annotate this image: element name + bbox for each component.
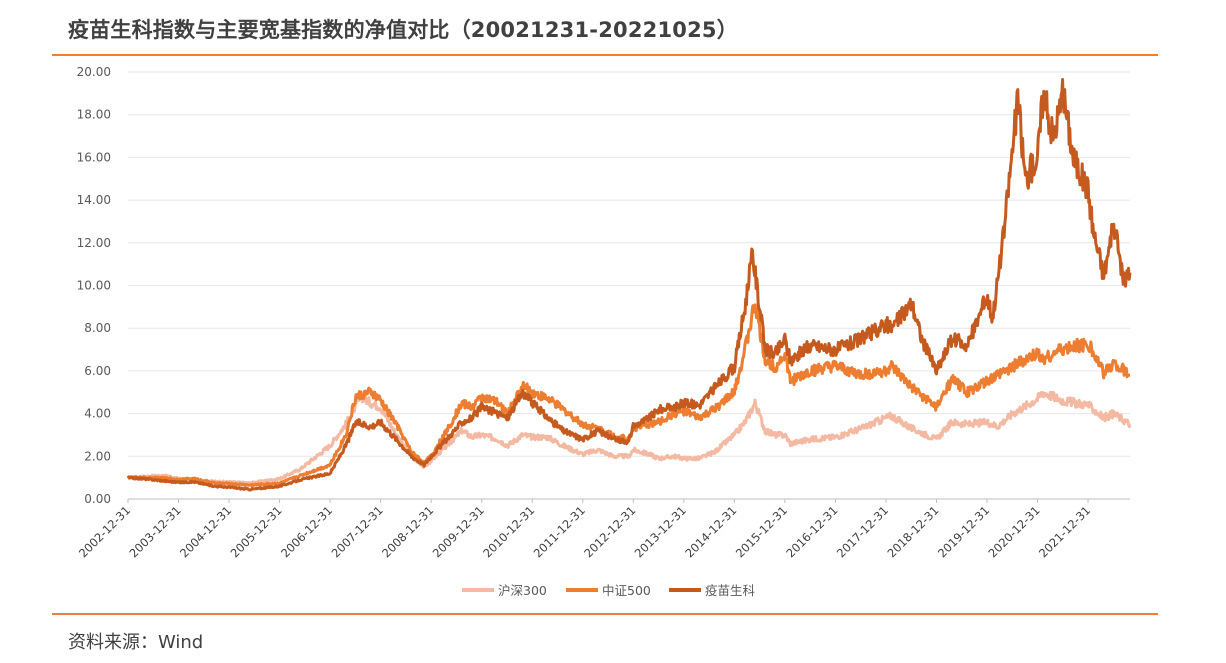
line-chart: 0.00 2.00 4.00 6.00 8.00 10.00 12.00 14.00 16.00… bbox=[76, 65, 1132, 598]
legend-label: 疫苗生科 bbox=[705, 583, 756, 598]
y-tick-label: 18.00 bbox=[77, 108, 111, 122]
x-tick-label: 2021-12-31 bbox=[1036, 503, 1093, 560]
x-tick-label: 2003-12-31 bbox=[126, 503, 183, 560]
x-tick-label: 2019-12-31 bbox=[935, 503, 992, 560]
x-tick-label: 2020-12-31 bbox=[985, 503, 1042, 560]
series-lines bbox=[126, 78, 1132, 492]
y-tick-label: 4.00 bbox=[84, 407, 111, 421]
gridlines bbox=[128, 71, 1130, 457]
y-tick-label: 12.00 bbox=[77, 236, 111, 250]
x-tick-label: 2002-12-31 bbox=[76, 503, 133, 560]
x-tick-label: 2009-12-31 bbox=[430, 503, 487, 560]
x-axis-ticks: 2002-12-312003-12-312004-12-312005-12-31… bbox=[76, 499, 1093, 560]
x-tick-label: 2014-12-31 bbox=[682, 503, 739, 560]
x-tick-label: 2012-12-31 bbox=[581, 503, 638, 560]
x-tick-label: 2010-12-31 bbox=[480, 503, 537, 560]
x-tick-label: 2016-12-31 bbox=[783, 503, 840, 560]
y-tick-label: 8.00 bbox=[84, 321, 111, 335]
series-line-3 bbox=[126, 78, 1132, 492]
x-tick-label: 2005-12-31 bbox=[228, 503, 285, 560]
y-tick-label: 20.00 bbox=[77, 65, 111, 79]
legend-label: 中证500 bbox=[602, 583, 651, 598]
x-tick-label: 2015-12-31 bbox=[733, 503, 790, 560]
source-note: 资料来源：Wind bbox=[68, 632, 204, 653]
x-tick-label: 2011-12-31 bbox=[531, 503, 588, 560]
x-tick-label: 2004-12-31 bbox=[177, 503, 234, 560]
chart-title: 疫苗生科指数与主要宽基指数的净值对比（20021231-20221025） bbox=[68, 18, 738, 42]
y-tick-label: 0.00 bbox=[84, 492, 111, 506]
top-divider bbox=[52, 54, 1158, 56]
x-tick-label: 2006-12-31 bbox=[278, 503, 335, 560]
y-axis-ticks: 0.00 2.00 4.00 6.00 8.00 10.00 12.00 14.00 16.00… bbox=[77, 65, 111, 506]
x-tick-label: 2018-12-31 bbox=[884, 503, 941, 560]
y-tick-label: 2.00 bbox=[84, 449, 111, 463]
x-tick-label: 2013-12-31 bbox=[632, 503, 689, 560]
legend: 沪深300 中证500 疫苗生科 bbox=[462, 583, 756, 598]
x-tick-label: 2007-12-31 bbox=[329, 503, 386, 560]
y-tick-label: 6.00 bbox=[84, 364, 111, 378]
x-tick-label: 2008-12-31 bbox=[379, 503, 436, 560]
y-tick-label: 10.00 bbox=[77, 279, 111, 293]
legend-label: 沪深300 bbox=[498, 583, 547, 598]
y-tick-label: 14.00 bbox=[77, 193, 111, 207]
x-tick-label: 2017-12-31 bbox=[834, 503, 891, 560]
bottom-divider bbox=[52, 613, 1158, 615]
series-line-1 bbox=[127, 390, 1132, 486]
y-tick-label: 16.00 bbox=[77, 150, 111, 164]
